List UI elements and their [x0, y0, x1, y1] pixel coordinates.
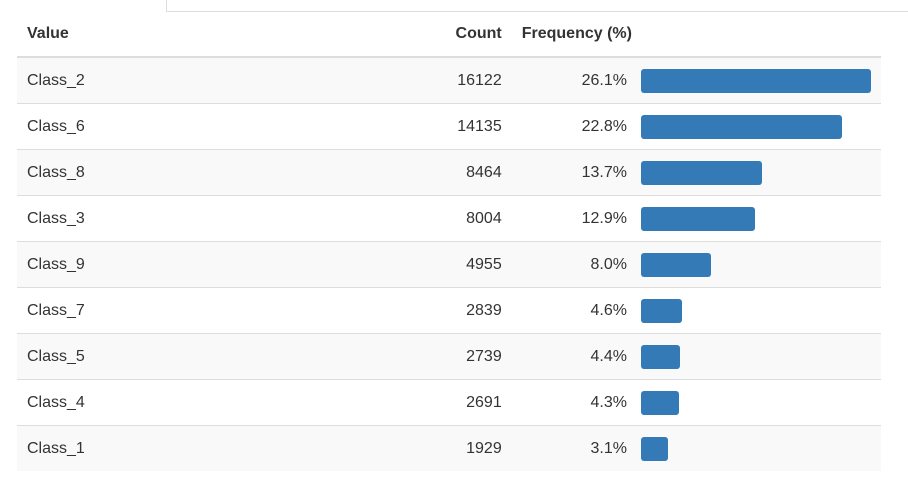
frequency-bar [641, 298, 682, 323]
cell-count: 8464 [423, 149, 512, 196]
table-row: Class_4 2691 4.3% [17, 379, 881, 426]
cell-value: Class_6 [17, 103, 423, 150]
frequency-bar [641, 160, 762, 185]
cell-value: Class_2 [17, 56, 423, 104]
cell-frequency-bar [637, 379, 881, 426]
frequency-bar [641, 206, 755, 231]
cell-frequency-bar [637, 425, 881, 471]
cell-count: 8004 [423, 195, 512, 242]
table-row: Class_6 14135 22.8% [17, 103, 881, 150]
cell-frequency-bar [637, 333, 881, 380]
tab-edge [166, 0, 167, 11]
header-frequency: Frequency (%) [511, 12, 881, 58]
header-value: Value [17, 12, 423, 58]
cell-frequency-bar [637, 241, 881, 288]
cell-count: 4955 [423, 241, 512, 288]
cell-value: Class_9 [17, 241, 423, 288]
cell-count: 2691 [423, 379, 512, 426]
frequency-bar [641, 252, 711, 277]
table-header-row: Value Count Frequency (%) [17, 12, 881, 58]
table-row: Class_7 2839 4.6% [17, 287, 881, 334]
table-row: Class_1 1929 3.1% [17, 425, 881, 471]
cell-value: Class_1 [17, 425, 423, 471]
cell-value: Class_7 [17, 287, 423, 334]
cell-value: Class_5 [17, 333, 423, 380]
cell-frequency-bar [637, 287, 881, 334]
cell-value: Class_3 [17, 195, 423, 242]
cell-count: 14135 [423, 103, 512, 150]
cell-percent: 13.7% [511, 149, 637, 196]
cell-percent: 4.4% [511, 333, 637, 380]
cell-value: Class_8 [17, 149, 423, 196]
cell-count: 2739 [423, 333, 512, 380]
cell-count: 2839 [423, 287, 512, 334]
cell-count: 16122 [423, 56, 512, 104]
table-row: Class_9 4955 8.0% [17, 241, 881, 288]
cell-value: Class_4 [17, 379, 423, 426]
header-count: Count [423, 12, 512, 58]
table-row: Class_5 2739 4.4% [17, 333, 881, 380]
cell-count: 1929 [423, 425, 512, 471]
cell-percent: 26.1% [511, 56, 637, 104]
cell-frequency-bar [637, 103, 881, 150]
cell-percent: 8.0% [511, 241, 637, 288]
frequency-bar [641, 390, 679, 415]
cell-percent: 4.6% [511, 287, 637, 334]
table-row: Class_8 8464 13.7% [17, 149, 881, 196]
table-body: Class_2 16122 26.1% Class_6 14135 22.8% Class_… [17, 56, 881, 471]
cell-percent: 4.3% [511, 379, 637, 426]
tab-strip [0, 0, 908, 12]
frequency-bar [641, 436, 668, 461]
table-row: Class_2 16122 26.1% [17, 56, 881, 104]
frequency-bar [641, 114, 842, 139]
cell-percent: 22.8% [511, 103, 637, 150]
frequency-bar [641, 68, 871, 93]
cell-percent: 12.9% [511, 195, 637, 242]
table-row: Class_3 8004 12.9% [17, 195, 881, 242]
tab-divider [166, 11, 908, 12]
cell-frequency-bar [637, 149, 881, 196]
cell-frequency-bar [637, 195, 881, 242]
cell-percent: 3.1% [511, 425, 637, 471]
frequency-bar [641, 344, 680, 369]
cell-frequency-bar [637, 56, 881, 104]
frequency-table: Value Count Frequency (%) Class_2 16122 26… [17, 12, 881, 471]
